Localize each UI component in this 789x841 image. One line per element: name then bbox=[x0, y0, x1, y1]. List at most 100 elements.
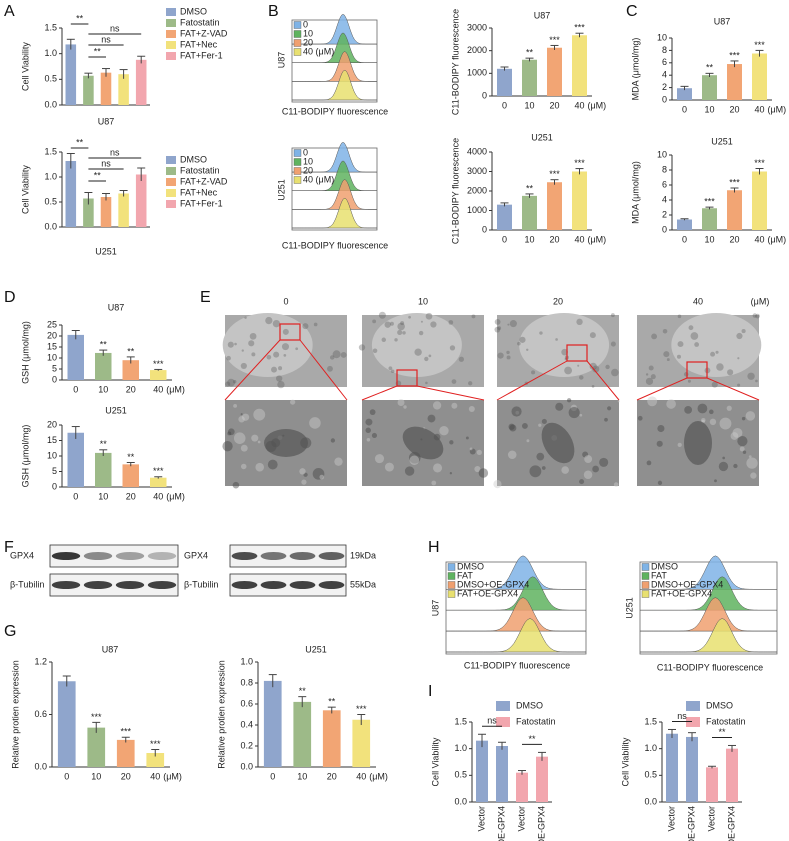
band bbox=[231, 581, 258, 589]
y-tick-label: 8 bbox=[662, 45, 667, 55]
significance: *** bbox=[574, 23, 585, 33]
y-tick-label: 0.6 bbox=[34, 709, 47, 719]
legend-swatch bbox=[447, 581, 456, 589]
error-bar bbox=[705, 72, 714, 78]
texture bbox=[234, 342, 237, 346]
zoom-box bbox=[396, 369, 418, 387]
unit-label: (μM) bbox=[163, 771, 182, 781]
legend-swatch bbox=[496, 717, 510, 727]
texture bbox=[365, 418, 373, 426]
texture bbox=[714, 479, 717, 483]
texture bbox=[579, 375, 584, 380]
flow-histogram bbox=[446, 618, 586, 653]
texture bbox=[222, 441, 233, 452]
texture bbox=[611, 368, 619, 377]
mitochondrion bbox=[264, 429, 308, 457]
nucleus bbox=[222, 313, 313, 377]
x-tick-label: 0 bbox=[73, 384, 78, 394]
error-bar bbox=[668, 728, 676, 738]
error-bar bbox=[126, 356, 135, 364]
bar bbox=[496, 746, 508, 802]
texture bbox=[295, 347, 299, 351]
legend-swatch bbox=[293, 149, 302, 157]
x-tick-label: 20 bbox=[126, 384, 136, 394]
texture bbox=[372, 348, 378, 354]
texture bbox=[332, 350, 341, 359]
texture bbox=[561, 348, 568, 356]
significance: *** bbox=[754, 158, 765, 168]
significance: *** bbox=[356, 704, 367, 714]
texture bbox=[647, 396, 658, 407]
error-bar bbox=[137, 167, 146, 181]
x-axis-label: C11-BODIPY fluorescence bbox=[282, 106, 388, 116]
error-bar bbox=[538, 751, 546, 761]
x-axis-label: C11-BODIPY fluorescence bbox=[464, 660, 570, 670]
x-tick-label: 40 bbox=[153, 384, 163, 394]
significance: *** bbox=[754, 40, 765, 50]
texture bbox=[752, 313, 758, 318]
x-tick-label: 0 bbox=[73, 491, 78, 501]
y-tick-label: 0 bbox=[52, 481, 57, 491]
significance: *** bbox=[549, 35, 560, 45]
bar bbox=[65, 161, 77, 227]
error-bar bbox=[730, 60, 739, 68]
x-tick-label: Vector bbox=[706, 806, 716, 832]
texture bbox=[497, 352, 504, 359]
bar bbox=[727, 190, 742, 230]
texture bbox=[425, 312, 433, 320]
error-bar bbox=[705, 206, 714, 210]
y-tick-label: 1000 bbox=[467, 68, 487, 78]
y-tick-label: 1.0 bbox=[240, 656, 253, 666]
legend-label: DMSO+OE-GPX4 bbox=[457, 579, 529, 589]
band bbox=[318, 552, 345, 560]
texture bbox=[458, 356, 464, 362]
texture bbox=[722, 456, 725, 460]
error-bar bbox=[755, 168, 764, 175]
significance: ns bbox=[110, 23, 120, 33]
error-bar bbox=[102, 193, 110, 201]
texture bbox=[238, 416, 245, 423]
texture bbox=[299, 468, 306, 475]
error-bar bbox=[66, 38, 75, 50]
texture bbox=[372, 319, 377, 324]
x-tick-label: 40 bbox=[754, 104, 764, 114]
x-tick-label: 20 bbox=[729, 234, 739, 244]
y-tick-label: 0.5 bbox=[44, 74, 57, 84]
legend-label: FAT+Nec bbox=[180, 187, 218, 197]
x-tick-label: 0 bbox=[502, 234, 507, 244]
legend-label: DMSO bbox=[457, 561, 484, 571]
texture bbox=[366, 438, 371, 442]
y-tick-label: 0.6 bbox=[240, 698, 253, 708]
texture bbox=[511, 406, 522, 417]
bar bbox=[702, 208, 717, 230]
texture bbox=[474, 465, 481, 473]
legend-label: FAT+Fer-1 bbox=[180, 198, 223, 208]
x-tick-label: 40 bbox=[754, 234, 764, 244]
significance: *** bbox=[729, 177, 740, 187]
y-tick-label: 0.4 bbox=[240, 719, 253, 729]
texture bbox=[582, 451, 589, 458]
texture bbox=[750, 472, 757, 479]
y-axis-label: Cell Viability bbox=[430, 737, 440, 786]
legend-label: FAT+Nec bbox=[180, 39, 218, 49]
column-label: 10 bbox=[418, 296, 428, 306]
texture bbox=[727, 369, 734, 376]
error-bar bbox=[119, 190, 128, 197]
bar bbox=[677, 88, 692, 100]
texture bbox=[414, 348, 422, 356]
texture bbox=[227, 431, 232, 436]
texture bbox=[251, 352, 256, 357]
error-bar bbox=[500, 66, 509, 71]
y-tick-label: 0 bbox=[662, 94, 667, 104]
x-axis-label: C11-BODIPY fluorescence bbox=[282, 240, 388, 250]
texture bbox=[233, 432, 246, 444]
texture bbox=[397, 329, 403, 336]
texture bbox=[433, 463, 443, 473]
texture bbox=[690, 332, 699, 340]
x-tick-label: Vector bbox=[516, 806, 526, 832]
chart-title: U251 bbox=[105, 405, 127, 415]
band bbox=[260, 581, 287, 589]
texture bbox=[509, 320, 517, 328]
significance: ** bbox=[127, 452, 135, 462]
flow-histogram bbox=[291, 179, 378, 210]
